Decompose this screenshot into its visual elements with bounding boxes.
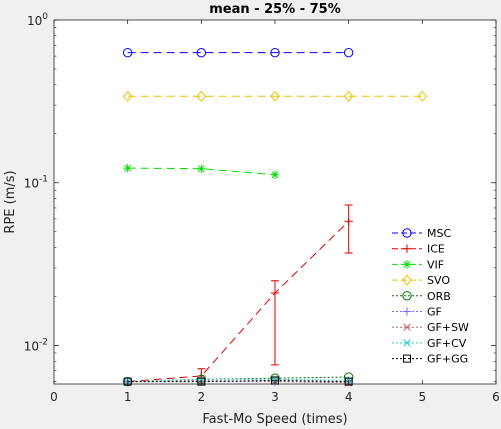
legend-marker-svo <box>402 274 412 286</box>
legend-marker-orb <box>402 291 412 301</box>
legend-marker-msc <box>402 228 412 238</box>
legend-item-msc: MSC <box>392 227 451 240</box>
y-tick-label: 10-2 <box>24 337 48 353</box>
legend-marker-gf-cv <box>403 339 411 347</box>
series-line-ice <box>127 220 350 383</box>
point-svo <box>417 90 428 102</box>
legend-item-svo: SVO <box>392 274 450 287</box>
legend-label-vif: VIF <box>427 258 444 271</box>
y-tick-exponent: -1 <box>39 175 48 185</box>
legend-label-gf-cv: GF+CV <box>427 337 467 350</box>
point-svo <box>343 90 354 102</box>
point-vif <box>270 170 280 179</box>
point-svo <box>122 90 133 102</box>
x-tick-label: 2 <box>198 390 206 404</box>
chart-title: mean - 25% - 75% <box>209 2 341 17</box>
legend-item-gf: GF <box>392 306 442 319</box>
x-tick-label: 5 <box>419 390 427 404</box>
y-tick-exponent: 0 <box>42 12 48 22</box>
legend-item-gf-gg: GF+GG <box>392 353 468 366</box>
legend-marker-gf <box>402 307 412 316</box>
point-gf-gg <box>197 377 206 386</box>
x-tick-label: 0 <box>50 390 58 404</box>
y-tick-exponent: -2 <box>39 337 48 347</box>
x-tick-label: 6 <box>492 390 500 404</box>
series-layer <box>122 47 428 387</box>
point-msc <box>196 47 207 58</box>
legend-marker-gf-gg <box>403 354 411 363</box>
legend-label-gf: GF <box>427 306 442 319</box>
point-svo <box>196 90 207 102</box>
legend-label-ice: ICE <box>427 243 445 256</box>
legend-item-vif: VIF <box>392 258 444 271</box>
point-gf-gg <box>123 377 132 386</box>
legend-item-orb: ORB <box>392 290 451 303</box>
x-axis-label: Fast-Mo Speed (times) <box>202 412 347 427</box>
point-ice <box>344 217 353 226</box>
point-msc <box>270 47 280 58</box>
series-svo <box>122 90 428 102</box>
legend-item-ice: ICE <box>392 243 445 256</box>
x-tick-label: 3 <box>271 390 279 404</box>
x-tick-label: 1 <box>124 390 132 404</box>
y-tick-base: 10 <box>27 14 42 28</box>
legend-label-msc: MSC <box>427 227 451 240</box>
legend-label-gf-sw: GF+SW <box>427 321 469 334</box>
series-line-gf-sw <box>127 379 349 384</box>
legend-marker-ice <box>402 244 412 253</box>
legend-label-gf-gg: GF+GG <box>427 353 468 366</box>
point-gf-cv <box>197 375 206 383</box>
legend-item-gf-cv: GF+CV <box>392 337 467 350</box>
y-tick-label: 10-1 <box>24 175 48 191</box>
y-tick-label: 100 <box>27 12 48 28</box>
series-vif <box>123 163 280 179</box>
y-axis-label: RPE (m/s) <box>3 170 18 233</box>
legend-marker-vif <box>402 260 412 269</box>
legend-item-gf-sw: GF+SW <box>392 321 469 334</box>
point-svo <box>270 90 280 102</box>
legend: MSC ICE VIF SVO ORB GF GF+SW GF+CV GF+GG <box>392 227 469 366</box>
y-tick-base: 10 <box>24 339 39 353</box>
legend-label-svo: SVO <box>427 274 450 287</box>
point-msc <box>122 47 133 58</box>
series-msc <box>122 47 354 58</box>
point-msc <box>343 47 354 58</box>
series-line-gf-gg <box>127 379 349 383</box>
series-line-gf-cv <box>127 378 349 383</box>
point-ice <box>270 288 280 298</box>
point-vif <box>197 164 206 173</box>
legend-marker-gf-sw <box>403 323 411 331</box>
error-bar-ice <box>344 204 353 254</box>
series-line-vif <box>127 167 276 176</box>
legend-label-orb: ORB <box>427 290 451 303</box>
y-tick-base: 10 <box>24 177 39 191</box>
x-tick-label: 4 <box>345 390 353 404</box>
point-gf-gg <box>344 377 353 386</box>
point-vif <box>123 163 132 173</box>
